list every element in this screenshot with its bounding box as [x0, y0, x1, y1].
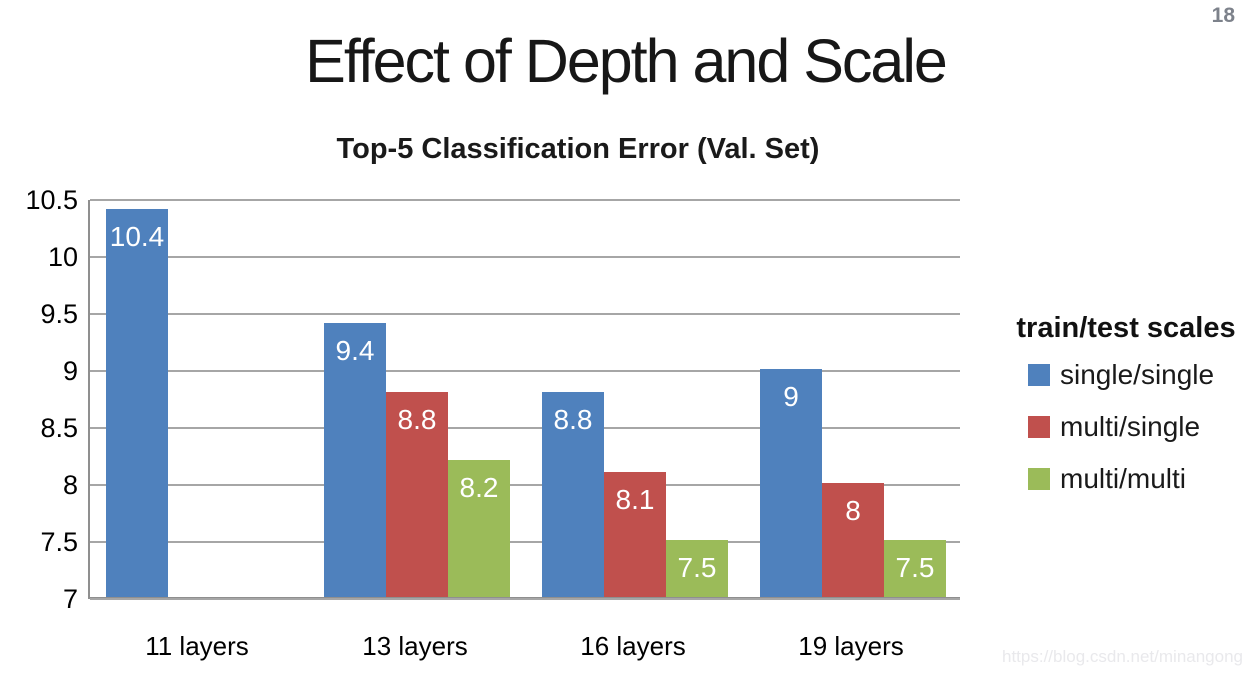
bar-19-layers-multi-single: 8	[822, 483, 884, 597]
gridline-9	[90, 370, 960, 372]
bar-13-layers-multi-multi: 8.2	[448, 460, 510, 597]
x-category-label-19-layers: 19 layers	[798, 631, 904, 661]
bar-value-label: 8.8	[397, 403, 437, 435]
legend-swatch-icon	[1028, 468, 1050, 490]
legend-item-multi-single: multi/single	[1003, 411, 1249, 442]
legend-title: train/test scales	[1016, 312, 1236, 344]
y-tick-label-10.5: 10.5	[25, 185, 78, 215]
y-tick-label-9.5: 9.5	[40, 299, 78, 329]
legend-item-single-single: single/single	[1003, 359, 1249, 390]
bar-value-label: 7.5	[677, 552, 717, 583]
x-category-label-16-layers: 16 layers	[580, 631, 686, 661]
chart-title: Top-5 Classification Error (Val. Set)	[336, 133, 820, 165]
legend-label: multi/single	[1060, 411, 1201, 442]
watermark: https://blog.csdn.net/minangong	[1002, 647, 1243, 666]
y-tick-label-8: 8	[62, 470, 78, 500]
bar-value-label: 8.2	[459, 472, 499, 504]
bar-13-layers-single-single: 9.4	[324, 323, 386, 597]
gridline-9.5	[90, 313, 960, 315]
x-category-label-11-layers: 11 layers	[145, 631, 249, 661]
y-tick-label-7.5: 7.5	[40, 527, 78, 557]
y-tick-label-9: 9	[62, 356, 78, 386]
legend-label: single/single	[1060, 359, 1215, 390]
bar-value-label: 9	[783, 381, 799, 412]
legend-label: multi/multi	[1060, 463, 1187, 494]
bar-19-layers-single-single: 9	[760, 369, 822, 597]
bar-11-layers-single-single: 10.4	[106, 209, 168, 597]
bar-19-layers-multi-multi: 7.5	[884, 540, 946, 597]
bar-value-label: 9.4	[335, 335, 375, 367]
x-category-label-13-layers: 13 layers	[362, 631, 468, 661]
slide-title: Effect of Depth and Scale	[305, 27, 948, 95]
bar-16-layers-multi-multi: 7.5	[666, 540, 728, 597]
legend-swatch-icon	[1028, 364, 1050, 386]
legend-swatch-icon	[1028, 416, 1050, 438]
y-tick-label-10: 10	[47, 242, 78, 272]
bar-chart-plot-area: 10.4 9.4 8.8 9 8.8 8.1 8 8.2 7.5 7.5	[88, 199, 960, 600]
gridline-8	[90, 484, 960, 486]
gridline-8.5	[90, 427, 960, 429]
gridline-10	[90, 256, 960, 258]
bar-value-label: 8	[845, 495, 861, 526]
y-tick-label-7: 7	[62, 584, 78, 614]
chart-legend: train/test scales single/single multi/sin…	[1003, 312, 1249, 516]
bar-value-label: 8.1	[615, 483, 655, 515]
gridline-7	[90, 598, 960, 600]
gridline-7.5	[90, 541, 960, 543]
bar-16-layers-multi-single: 8.1	[604, 471, 666, 597]
bar-13-layers-multi-single: 8.8	[386, 391, 448, 597]
bar-value-label: 7.5	[895, 552, 935, 583]
legend-item-multi-multi: multi/multi	[1003, 463, 1249, 494]
legend-items: single/single multi/single multi/multi	[1003, 359, 1249, 494]
gridline-10.5	[90, 199, 960, 201]
bar-value-label: 8.8	[553, 403, 593, 435]
bar-16-layers-single-single: 8.8	[542, 391, 604, 597]
bar-value-label: 10.4	[109, 221, 165, 253]
page-number: 18	[1211, 4, 1235, 27]
y-tick-label-8.5: 8.5	[40, 413, 78, 443]
